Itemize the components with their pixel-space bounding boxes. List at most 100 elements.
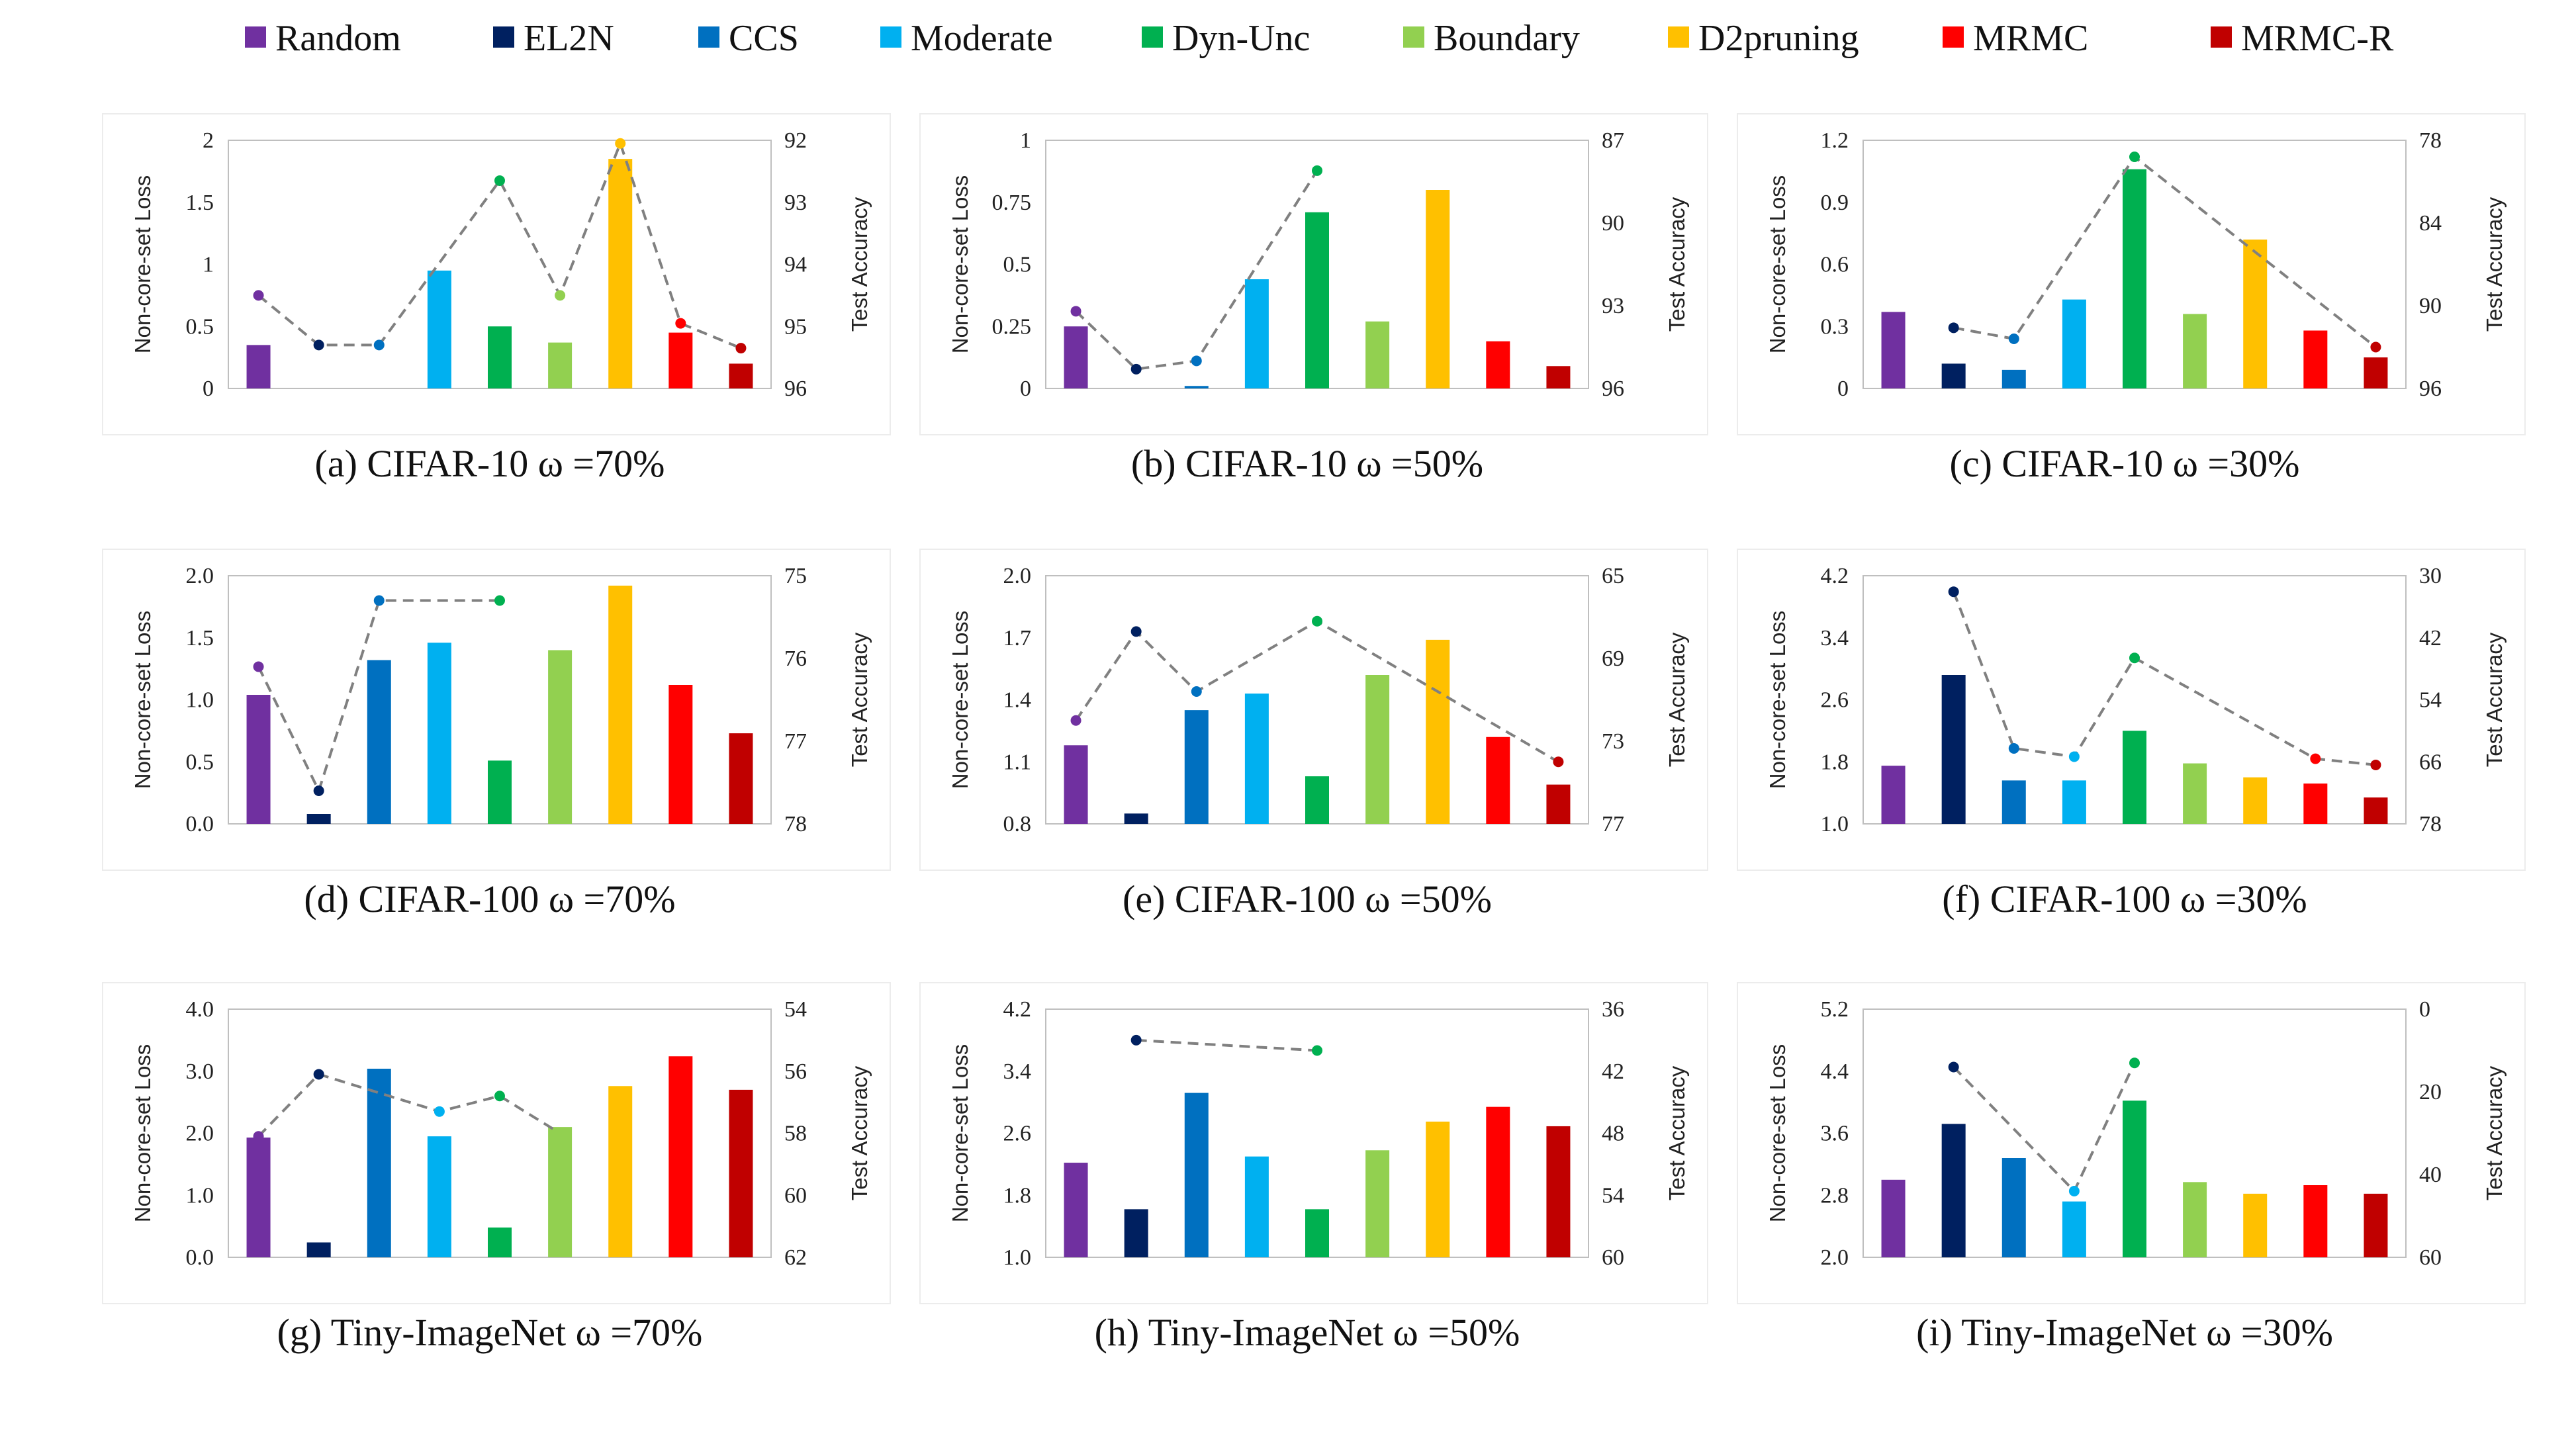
bar-ccs <box>2001 780 2026 824</box>
bar-random <box>1881 766 1906 824</box>
bar-dyn-unc <box>1305 776 1329 824</box>
y-tick-label: 1.8 <box>1003 1183 1032 1208</box>
panel-caption: (d) CIFAR-100 ω =70% <box>304 877 675 920</box>
panel-frame <box>102 982 891 1304</box>
y2-tick-label: 54 <box>2419 688 2442 713</box>
bar-mrmc <box>1486 341 1510 388</box>
y-tick-label: 1.4 <box>1003 688 1032 713</box>
chart-panel: 0 0.3 0.6 0.9 1.2 78 84 90 96 Non-core-set Loss Te… <box>1737 113 2526 485</box>
y-tick-label: 1 <box>203 253 214 277</box>
panel-caption: (g) Tiny-ImageNet ω =70% <box>277 1311 703 1354</box>
y2-tick-label: 62 <box>784 1245 807 1270</box>
legend-item-moderate: Moderate <box>880 18 1053 59</box>
y-tick-label: 0.5 <box>186 750 214 774</box>
bar-mrmc <box>2303 1185 2328 1257</box>
accuracy-point-el2n <box>1948 586 1959 598</box>
accuracy-point-random <box>253 661 264 672</box>
y-tick-label: 1 <box>1020 128 1031 153</box>
bar-moderate <box>427 1136 451 1257</box>
panel-caption: (a) CIFAR-10 ω =70% <box>315 442 665 485</box>
y2-tick-label: 95 <box>784 314 807 339</box>
bar-mrmc-r <box>729 363 753 388</box>
y2-tick-label: 20 <box>2419 1080 2442 1104</box>
legend-label: Boundary <box>1434 18 1580 59</box>
panel-frame <box>1737 549 2526 871</box>
y-axis-label: Non-core-set Loss <box>948 175 972 354</box>
accuracy-point-dyn-unc <box>2129 1057 2140 1069</box>
y2-tick-label: 90 <box>2419 294 2442 318</box>
panel-frame <box>102 549 891 871</box>
y2-axis-label: Test Accuracy <box>2482 197 2507 332</box>
bar-dyn-unc <box>2123 1100 2146 1257</box>
bar-boundary <box>548 1127 573 1257</box>
accuracy-line <box>1952 591 2376 766</box>
y-tick-label: 1.0 <box>186 688 214 713</box>
accuracy-point-random <box>253 290 264 301</box>
bar-random <box>1881 312 1906 388</box>
bar-dyn-unc <box>2123 731 2146 824</box>
y2-tick-label: 77 <box>1602 812 1624 836</box>
y2-tick-label: 94 <box>784 253 807 277</box>
y2-tick-label: 96 <box>784 377 807 401</box>
accuracy-point-ccs <box>1191 355 1202 367</box>
y2-tick-label: 54 <box>1602 1183 1624 1208</box>
y-tick-label: 1.1 <box>1003 750 1032 774</box>
y2-tick-label: 76 <box>784 647 807 671</box>
bar-boundary <box>548 342 573 388</box>
y2-tick-label: 42 <box>1602 1059 1624 1084</box>
panel-frame <box>919 982 1708 1304</box>
bar-mrmc-r <box>1546 366 1571 388</box>
bar-d2pruning <box>608 586 633 824</box>
bar-dyn-unc <box>1305 212 1329 388</box>
bar-mrmc-r <box>1546 1126 1571 1257</box>
legend-swatch <box>493 26 514 48</box>
bar-d2pruning <box>2243 240 2268 388</box>
accuracy-point-moderate <box>2068 751 2080 762</box>
y2-axis-label: Test Accuracy <box>1665 197 1689 332</box>
accuracy-point-mrmc <box>2310 753 2321 764</box>
y-tick-label: 0 <box>1837 377 1849 401</box>
bar-moderate <box>1244 1156 1269 1257</box>
legend-swatch <box>1403 26 1424 48</box>
accuracy-point-dyn-unc <box>1312 1045 1322 1056</box>
y2-tick-label: 78 <box>784 812 807 836</box>
bar-ccs <box>367 660 391 824</box>
y-tick-label: 2.8 <box>1821 1183 1849 1208</box>
bar-moderate <box>2062 299 2086 388</box>
y-tick-label: 2.6 <box>1821 688 1849 713</box>
accuracy-point-ccs <box>2008 742 2019 754</box>
bar-mrmc <box>1486 737 1510 824</box>
legend-swatch <box>1943 26 1964 48</box>
bar-boundary <box>1365 1150 1390 1257</box>
bar-moderate <box>1244 279 1269 388</box>
y-tick-label: 0.75 <box>992 191 1032 215</box>
accuracy-point-dyn-unc <box>1312 615 1322 627</box>
panel-caption: (i) Tiny-ImageNet ω =30% <box>1916 1311 2333 1354</box>
accuracy-point-ccs <box>2008 334 2019 344</box>
accuracy-line <box>1074 619 1559 764</box>
y2-tick-label: 77 <box>784 729 807 754</box>
legend-label: Dyn-Unc <box>1172 18 1310 59</box>
bar-ccs <box>1184 1093 1209 1257</box>
accuracy-point-el2n <box>313 339 324 351</box>
panel-caption: (b) CIFAR-10 ω =50% <box>1131 442 1483 485</box>
legend-item-boundary: Boundary <box>1403 18 1580 59</box>
y2-tick-label: 40 <box>2419 1163 2442 1187</box>
bar-random <box>1064 1163 1088 1257</box>
legend-swatch <box>880 26 901 48</box>
y-tick-label: 2.0 <box>186 1122 214 1146</box>
y2-axis-label: Test Accuracy <box>1665 632 1689 767</box>
panel-frame <box>1737 113 2526 435</box>
bar-dyn-unc <box>2123 169 2146 388</box>
y-tick-label: 4.4 <box>1821 1059 1849 1084</box>
y2-tick-label: 56 <box>784 1059 807 1084</box>
y-tick-label: 0.25 <box>992 314 1032 339</box>
bar-moderate <box>427 643 451 824</box>
y-tick-label: 1.5 <box>186 626 214 650</box>
y2-tick-label: 69 <box>1602 647 1624 671</box>
accuracy-point-mrmc-r <box>2370 759 2381 770</box>
y2-tick-label: 90 <box>1602 211 1624 236</box>
accuracy-point-boundary <box>555 290 566 301</box>
legend-item-mrmc: MRMC <box>1943 18 2088 59</box>
